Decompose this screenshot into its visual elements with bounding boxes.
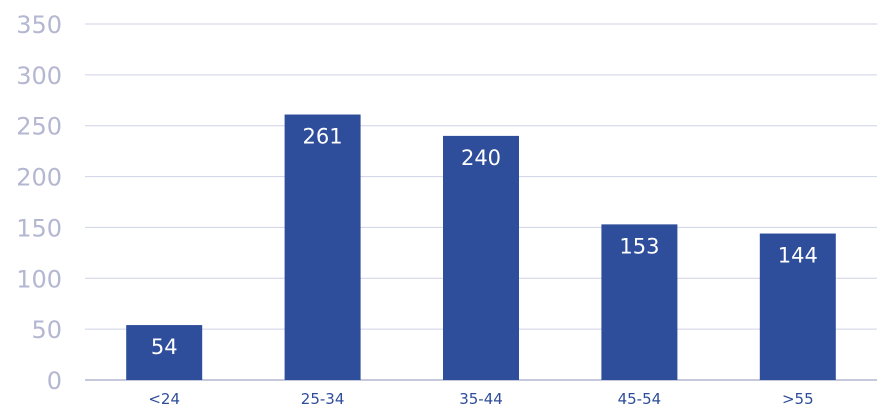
y-tick-label: 250	[16, 113, 62, 141]
y-tick-label: 300	[16, 62, 62, 90]
y-tick-label: 200	[16, 164, 62, 192]
y-tick-label: 350	[16, 11, 62, 39]
data-label: 240	[461, 146, 501, 170]
bar	[285, 115, 361, 380]
y-tick-label: 100	[16, 265, 62, 293]
data-label: 54	[151, 335, 178, 359]
x-tick-label: 25-34	[301, 390, 345, 407]
y-tick-label: 50	[31, 316, 62, 344]
y-axis-ticks: 0 50 100 150 200 250 300 350	[16, 11, 62, 395]
data-label: 153	[619, 234, 659, 258]
y-tick-label: 150	[16, 214, 62, 242]
x-tick-label: <24	[148, 390, 180, 407]
x-tick-label: >55	[782, 390, 814, 407]
x-tick-label: 35-44	[459, 390, 503, 407]
data-label: 144	[778, 244, 818, 268]
x-tick-label: 45-54	[618, 390, 662, 407]
bar	[443, 136, 519, 380]
y-tick-label: 0	[47, 367, 62, 395]
data-label: 261	[303, 125, 343, 149]
x-axis-ticks: <24 25-34 35-44 45-54 >55	[148, 390, 813, 407]
